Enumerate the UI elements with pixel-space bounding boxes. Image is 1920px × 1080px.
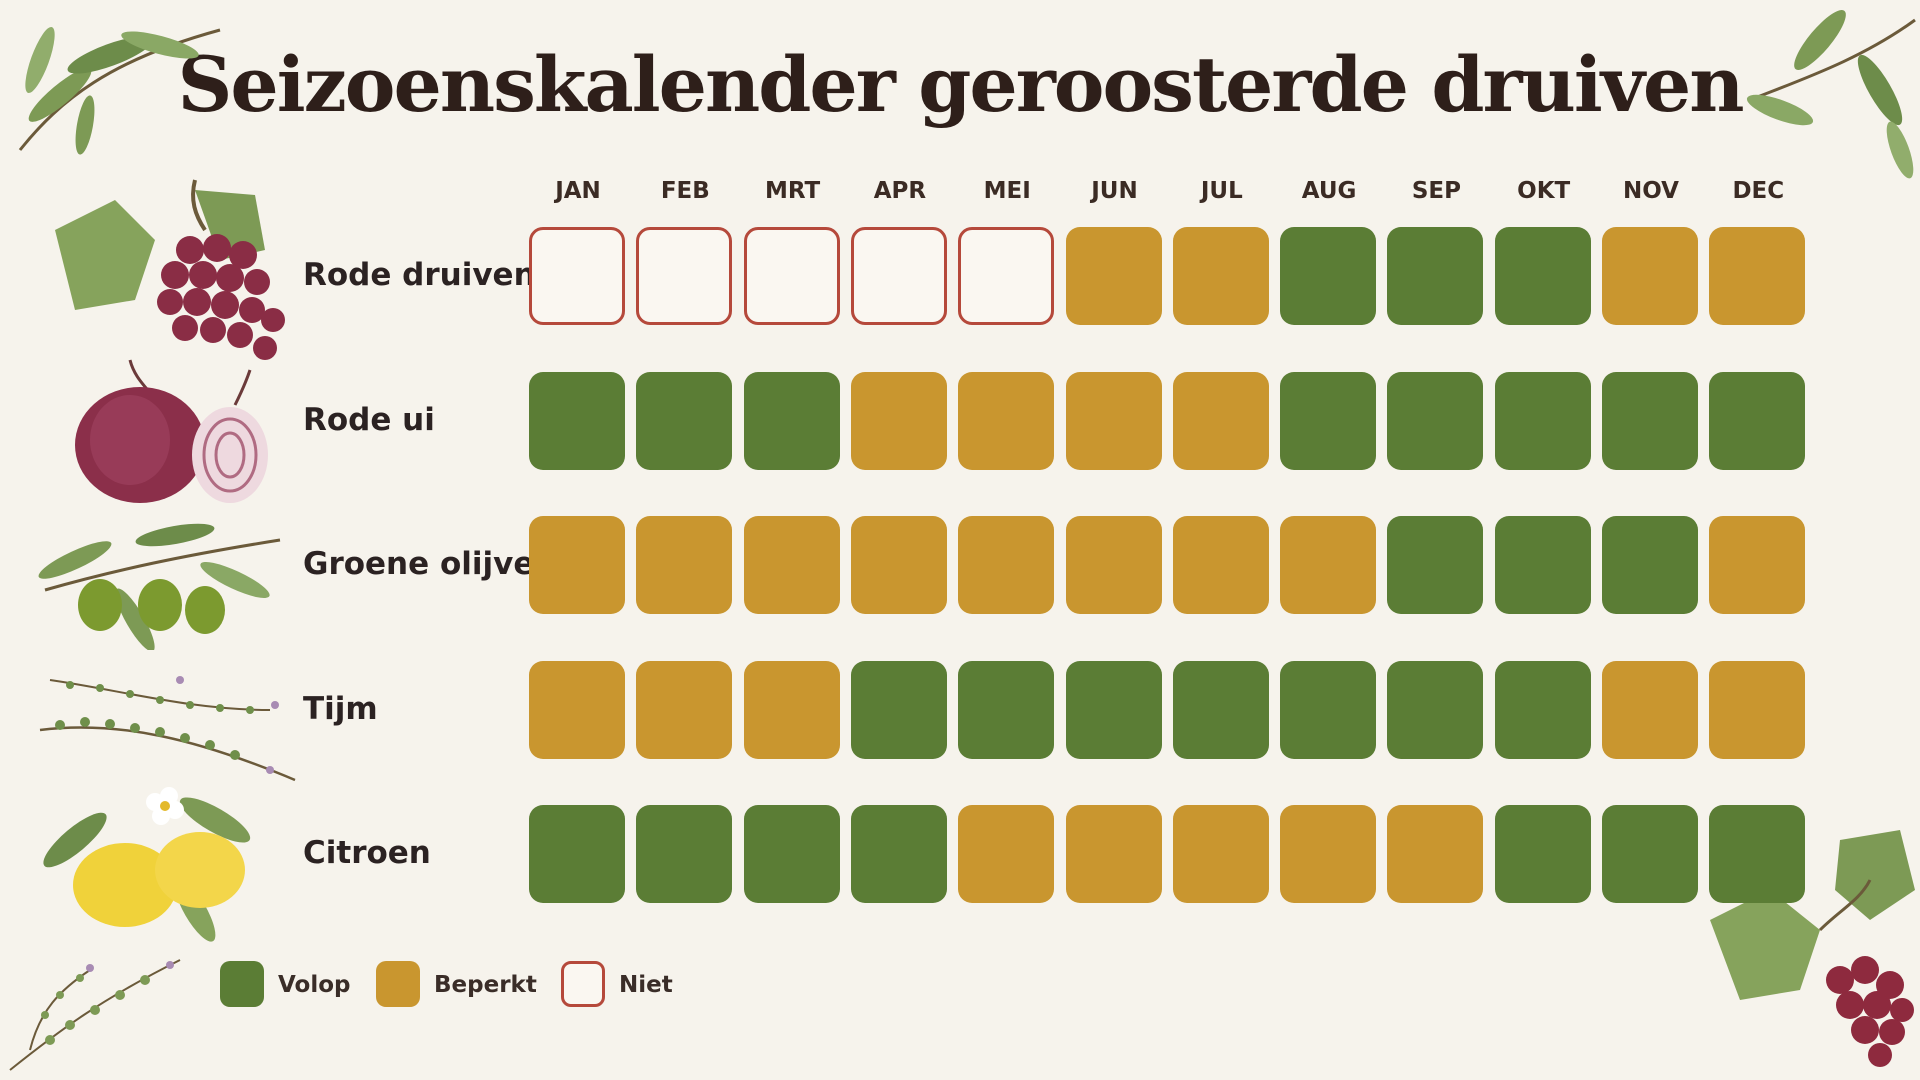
thyme-icon	[39, 676, 296, 782]
season-cell	[1709, 660, 1806, 759]
season-cell	[1709, 227, 1806, 325]
season-cell	[1602, 371, 1698, 470]
season-cell	[850, 371, 947, 470]
chart-title: Seizoenskalender geroosterde druiven	[177, 40, 1745, 129]
row-label: Rode druiven	[303, 257, 536, 293]
season-cell	[636, 371, 733, 470]
month-label: SEP	[1411, 178, 1461, 204]
season-cell	[850, 516, 947, 614]
season-cell	[958, 227, 1055, 325]
olive-branch-icon	[18, 26, 221, 155]
lemon-icon	[43, 787, 251, 942]
row-label: Tijm	[303, 690, 378, 727]
legend-label: Volop	[278, 972, 351, 998]
season-cell	[850, 227, 947, 325]
month-label: APR	[873, 178, 927, 204]
season-cell	[1280, 227, 1377, 325]
season-cell	[1280, 660, 1377, 759]
season-cell	[1065, 660, 1162, 759]
season-cell	[1387, 805, 1484, 903]
month-label: MRT	[764, 178, 821, 204]
season-cell	[958, 371, 1055, 470]
season-cell	[1494, 516, 1591, 614]
thyme-sprig-icon	[9, 959, 181, 1071]
green-olives-icon	[38, 523, 281, 650]
season-cell	[743, 227, 840, 325]
month-label: FEB	[660, 178, 710, 204]
season-cell	[1387, 227, 1484, 325]
season-cell	[1494, 227, 1591, 325]
season-cell	[743, 660, 840, 759]
season-cell	[1172, 371, 1269, 470]
season-cell	[958, 516, 1055, 614]
row-label: Citroen	[303, 835, 431, 871]
season-cell	[1602, 227, 1698, 325]
month-label: JUN	[1091, 178, 1138, 204]
month-label: DEC	[1732, 178, 1785, 204]
season-cell	[1602, 660, 1698, 759]
season-cell	[1280, 805, 1377, 903]
season-cell	[1602, 805, 1698, 903]
month-label: JAN	[555, 178, 601, 204]
month-label: NOV	[1623, 178, 1679, 204]
season-cell	[1280, 371, 1377, 470]
row-label: Groene olijven	[303, 546, 557, 582]
row-label: Rode ui	[303, 401, 435, 438]
season-cell	[529, 805, 625, 903]
season-cell	[636, 805, 733, 903]
season-cell	[1709, 516, 1806, 614]
legend-label: Niet	[619, 972, 673, 998]
legend-swatch	[376, 961, 420, 1007]
month-label: AUG	[1301, 178, 1357, 204]
month-label: JUL	[1200, 178, 1243, 204]
season-cell	[1387, 516, 1484, 614]
season-cell	[1172, 227, 1269, 325]
season-cell	[1709, 371, 1806, 470]
season-cell	[1172, 516, 1269, 614]
season-cell	[1172, 805, 1269, 903]
season-cell	[636, 516, 733, 614]
olive-branch-icon	[1746, 10, 1916, 179]
season-cell	[529, 371, 625, 470]
season-cell	[1172, 660, 1269, 759]
season-cell	[850, 660, 947, 759]
month-label: MEI	[983, 178, 1031, 204]
season-cell	[1387, 371, 1484, 470]
season-cell	[743, 371, 840, 470]
season-cell	[1494, 805, 1591, 903]
season-cell	[529, 516, 625, 614]
month-label: OKT	[1517, 178, 1571, 204]
season-cell	[1065, 371, 1162, 470]
season-cell	[1280, 516, 1377, 614]
legend-swatch	[220, 961, 264, 1007]
season-cell	[743, 805, 840, 903]
season-cell	[1494, 660, 1591, 759]
season-cell	[1065, 516, 1162, 614]
season-cell	[958, 660, 1055, 759]
season-cell	[636, 227, 733, 325]
season-cell	[1387, 660, 1484, 759]
season-cell	[743, 516, 840, 614]
grape-vine-icon	[1710, 830, 1915, 1067]
season-cell	[1494, 371, 1591, 470]
season-cell	[1065, 227, 1162, 325]
red-grapes-icon	[55, 179, 285, 360]
legend-swatch	[561, 961, 605, 1007]
season-cell	[1602, 516, 1698, 614]
season-cell	[1065, 805, 1162, 903]
legend-label: Beperkt	[434, 972, 537, 998]
season-cell	[529, 660, 625, 759]
season-cell	[1709, 805, 1806, 903]
red-onion-icon	[75, 359, 268, 503]
season-cell	[850, 805, 947, 903]
season-cell	[529, 227, 625, 325]
season-cell	[958, 805, 1055, 903]
season-cell	[636, 660, 733, 759]
